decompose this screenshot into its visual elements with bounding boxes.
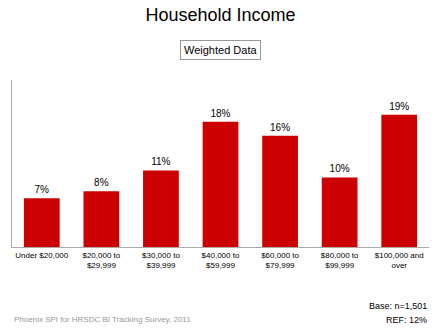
svg-text:Phoenix SPI for HRSDC BI Track: Phoenix SPI for HRSDC BI Tracking Survey…: [14, 315, 191, 324]
svg-text:16%: 16%: [270, 122, 290, 133]
svg-text:7%: 7%: [35, 184, 50, 195]
svg-text:$20,000 to$29,999: $20,000 to$29,999: [82, 251, 120, 270]
svg-text:REF: 12%: REF: 12%: [386, 315, 427, 325]
svg-text:Under $20,000: Under $20,000: [15, 251, 68, 260]
svg-text:19%: 19%: [389, 101, 409, 112]
svg-text:11%: 11%: [151, 156, 170, 167]
svg-text:10%: 10%: [330, 163, 350, 174]
svg-text:$30,000 to$39,999: $30,000 to$39,999: [142, 251, 180, 270]
svg-text:18%: 18%: [210, 108, 230, 119]
svg-text:8%: 8%: [94, 177, 109, 188]
svg-text:Base: n=1,501: Base: n=1,501: [369, 301, 427, 311]
svg-text:$80,000 to$99,999: $80,000 to$99,999: [321, 251, 359, 270]
svg-text:Weighted Data: Weighted Data: [184, 44, 257, 56]
svg-text:$40,000 to$59,999: $40,000 to$59,999: [202, 251, 240, 270]
svg-text:Household Income: Household Income: [145, 5, 295, 25]
svg-text:$60,000 to$79,999: $60,000 to$79,999: [261, 251, 299, 270]
svg-text:$100,000 andover: $100,000 andover: [375, 251, 424, 270]
